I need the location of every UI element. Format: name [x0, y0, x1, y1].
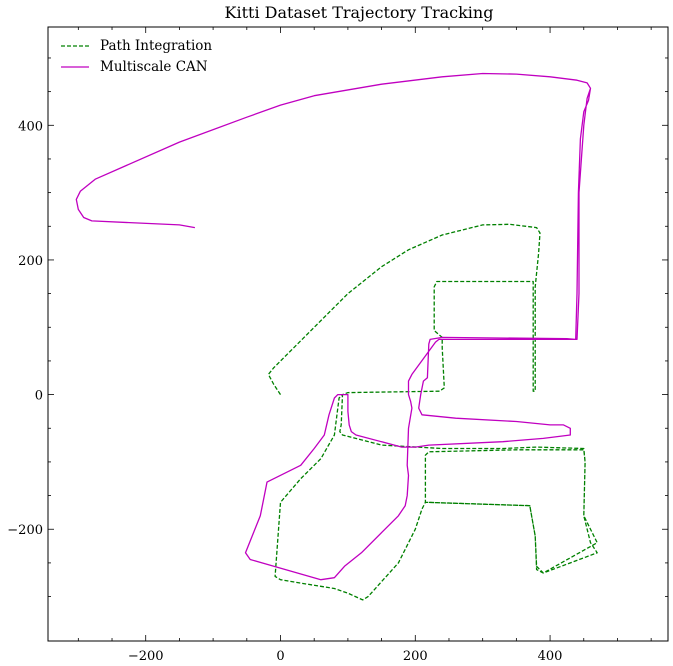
y-tick-label: 400: [18, 119, 43, 134]
legend-label-multiscale-can: Multiscale CAN: [100, 59, 208, 75]
x-tick-label: 200: [403, 649, 428, 664]
y-tick-label: 200: [18, 254, 43, 269]
series-line-path-integration: [267, 223, 598, 601]
x-tick-label: 400: [538, 649, 563, 664]
series-line-multiscale-can: [75, 72, 592, 581]
y-tick-label: −200: [7, 523, 43, 538]
x-tick-label: 0: [276, 649, 284, 664]
y-tick-label: 0: [35, 389, 43, 404]
chart-title: Kitti Dataset Trajectory Tracking: [225, 3, 494, 22]
legend: Path Integration Multiscale CAN: [61, 38, 212, 75]
legend-label-path-integration: Path Integration: [100, 38, 212, 54]
plot-frame: [47, 26, 669, 642]
x-tick-label: −200: [128, 649, 164, 664]
axis-ticks: −200 0 200 400 −200 0 200 400: [7, 27, 668, 664]
plot-lines: [75, 72, 598, 601]
